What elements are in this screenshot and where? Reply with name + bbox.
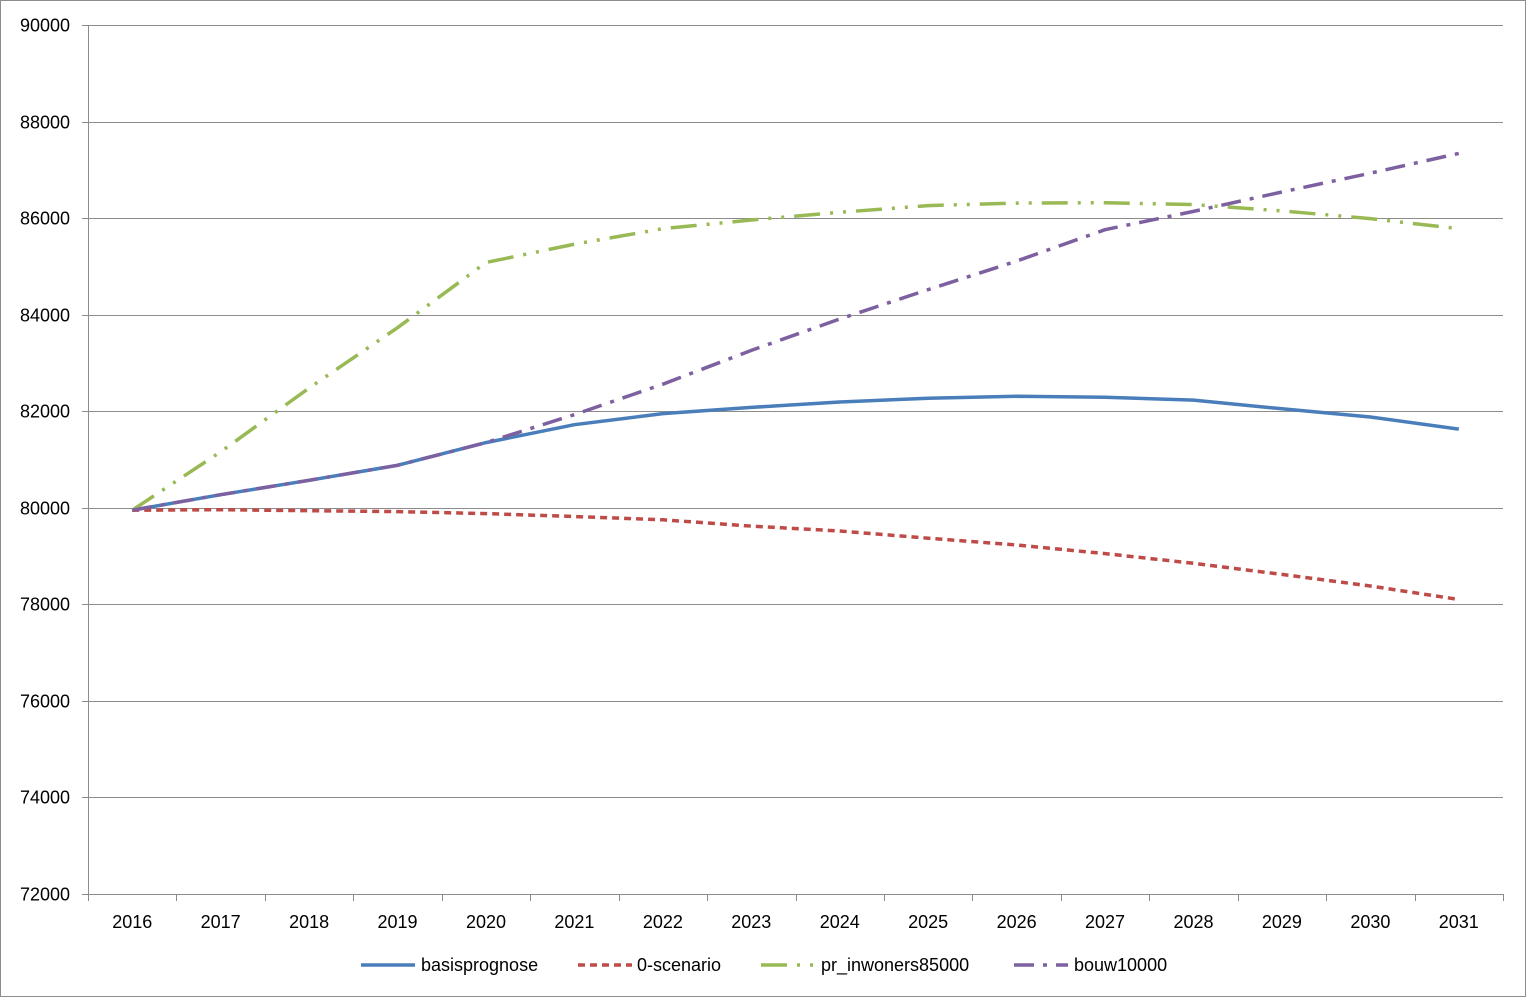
gridlines xyxy=(88,25,1503,895)
y-tick-label: 82000 xyxy=(20,402,70,422)
x-tick-label: 2029 xyxy=(1262,912,1302,932)
y-tick-label: 86000 xyxy=(20,209,70,229)
series-line-0-scenario xyxy=(132,507,1460,602)
x-tick-label: 2021 xyxy=(554,912,594,932)
axes: 72000 74000 76000 78000 80000 82000 84000 86000… xyxy=(20,16,1504,932)
y-tick-label: 78000 xyxy=(20,595,70,615)
legend-label-bouw10000: bouw10000 xyxy=(1074,955,1167,975)
x-tick-label: 2022 xyxy=(643,912,683,932)
series-line-pr_inwoners85000 xyxy=(131,200,1459,512)
y-tick-label: 76000 xyxy=(20,692,70,712)
x-tick-label: 2024 xyxy=(820,912,860,932)
x-tick-label: 2031 xyxy=(1439,912,1479,932)
x-tick-label: 2026 xyxy=(997,912,1037,932)
y-tick-label: 72000 xyxy=(20,885,70,905)
legend: basisprognose 0-scenario pr_inwoners85000 b… xyxy=(361,955,1167,976)
y-tick-label: 90000 xyxy=(20,16,70,36)
legend-label-pr_inwoners85000: pr_inwoners85000 xyxy=(821,955,969,976)
series-line-bouw10000 xyxy=(131,151,1460,512)
y-tick-label: 80000 xyxy=(20,499,70,519)
x-tick-label: 2023 xyxy=(731,912,771,932)
x-tick-label: 2030 xyxy=(1350,912,1390,932)
x-tick-label: 2020 xyxy=(466,912,506,932)
series-line-basisprognose xyxy=(131,394,1460,512)
x-tick-label: 2018 xyxy=(289,912,329,932)
x-tick-label: 2027 xyxy=(1085,912,1125,932)
x-tick-label: 2019 xyxy=(378,912,418,932)
x-tick-label: 2016 xyxy=(112,912,152,932)
x-tick-label: 2017 xyxy=(201,912,241,932)
y-tick-label: 88000 xyxy=(20,113,70,133)
y-tick-label: 74000 xyxy=(20,788,70,808)
legend-label-basisprognose: basisprognose xyxy=(421,955,538,975)
x-tick-label: 2028 xyxy=(1173,912,1213,932)
y-tick-label: 84000 xyxy=(20,306,70,326)
series-lines xyxy=(131,151,1460,602)
x-tick-label: 2025 xyxy=(908,912,948,932)
legend-label-0-scenario: 0-scenario xyxy=(637,955,721,975)
